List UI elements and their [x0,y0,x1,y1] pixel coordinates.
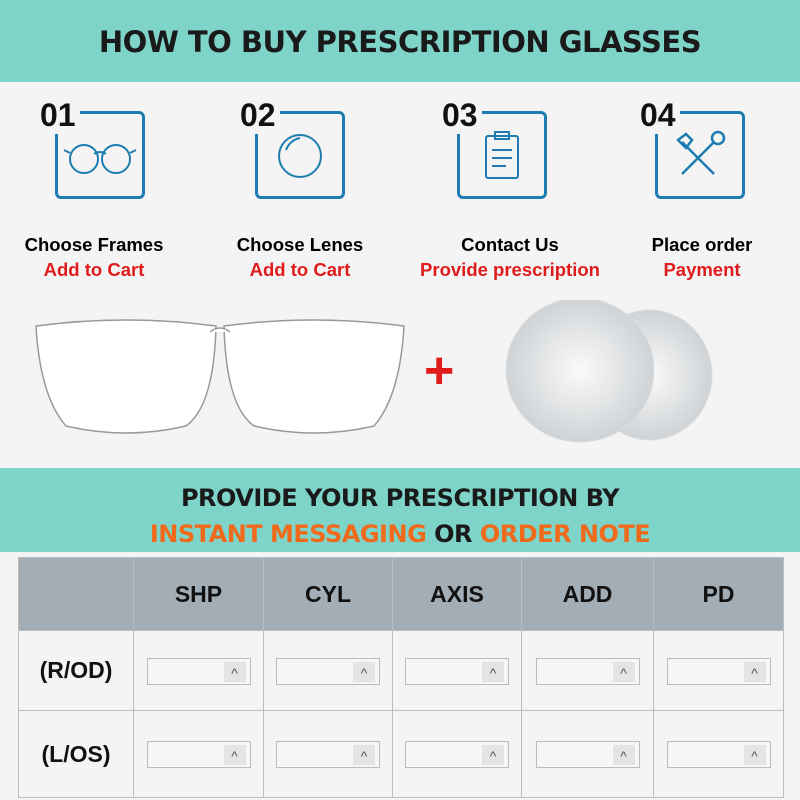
stepper-up-icon[interactable]: ^ [743,661,766,682]
step-action: Payment [663,259,741,280]
stepper-up-icon[interactable]: ^ [743,745,766,766]
col-header: AXIS [392,557,522,631]
stepper-up-icon[interactable]: ^ [612,661,635,682]
frames-illustration [35,319,405,434]
instant-messaging-text: INSTANT MESSAGING [149,520,427,548]
col-header: SHP [133,557,264,631]
clipboard-icon [457,111,547,199]
prescription-banner: PROVIDE YOUR PRESCRIPTION BY INSTANT MES… [0,468,800,552]
shp-os-input[interactable]: ^ [146,741,251,769]
step-number: 02 [240,96,280,134]
row-label: (L/OS) [18,710,134,798]
step-number: 03 [442,96,482,134]
stepper-up-icon[interactable]: ^ [482,745,504,766]
step-action: Add to Cart [43,259,145,280]
order-note-text: ORDER NOTE [479,520,651,548]
row-label: (R/OD) [18,630,134,711]
add-od-input[interactable]: ^ [535,657,640,685]
lens-icon [255,111,345,199]
prescription-table: SHP CYL AXIS ADD PD (R/OD) ^ ^ ^ ^ ^ (L/… [18,557,784,798]
connector-text: OR [434,520,473,548]
stepper-up-icon[interactable]: ^ [353,661,375,682]
axis-od-input[interactable]: ^ [405,657,509,685]
col-header: ADD [521,557,654,631]
cyl-os-input[interactable]: ^ [276,741,380,769]
banner-line: PROVIDE YOUR PRESCRIPTION BY [180,484,620,512]
add-os-input[interactable]: ^ [535,741,640,769]
glasses-icon [55,111,145,199]
pd-os-input[interactable]: ^ [666,741,771,769]
stepper-up-icon[interactable]: ^ [353,745,375,766]
stepper-up-icon[interactable]: ^ [612,745,635,766]
tools-icon [655,111,745,199]
pd-od-input[interactable]: ^ [666,657,771,685]
col-header: CYL [263,557,393,631]
step-title: Choose Frames [24,234,164,255]
header-banner: HOW TO BUY PRESCRIPTION GLASSES [0,0,800,82]
step-action: Provide prescription [420,259,600,280]
step-title: Place order [651,234,753,255]
step-action: Add to Cart [249,259,351,280]
step-title: Choose Lenes [236,234,364,255]
corner-cell [18,557,134,631]
stepper-up-icon[interactable]: ^ [223,661,246,682]
shp-od-input[interactable]: ^ [146,657,251,685]
axis-os-input[interactable]: ^ [405,741,509,769]
lenses-illustration [505,300,713,443]
page-title: HOW TO BUY PRESCRIPTION GLASSES [98,25,702,59]
stepper-up-icon[interactable]: ^ [482,661,504,682]
stepper-up-icon[interactable]: ^ [223,745,246,766]
plus-sign: + [424,342,455,400]
col-header: PD [653,557,784,631]
step-number: 01 [40,96,80,134]
step-number: 04 [640,96,680,134]
cyl-od-input[interactable]: ^ [276,657,380,685]
step-title: Contact Us [461,234,559,255]
